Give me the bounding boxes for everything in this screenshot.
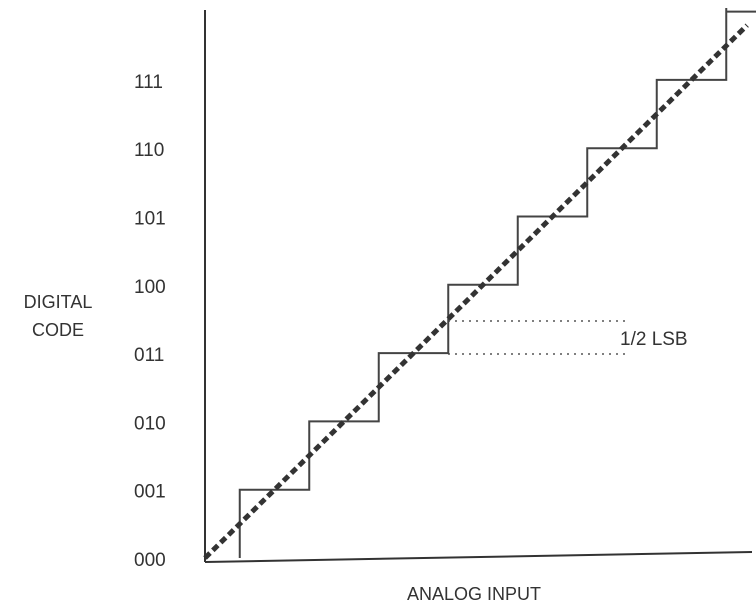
y-tick-label: 010 — [134, 413, 166, 434]
y-tick-label: 110 — [134, 140, 164, 161]
x-axis — [204, 551, 753, 563]
y-tick-label: 000 — [134, 550, 166, 571]
y-tick-label: 011 — [134, 345, 164, 366]
half-lsb-annotation: 1/2 LSB — [448, 320, 688, 355]
y-tick-label: 101 — [134, 209, 166, 230]
staircase-series — [238, 8, 756, 558]
y-tick-label: 100 — [134, 277, 166, 298]
y-tick-label: 111 — [134, 72, 163, 93]
y-tick-label: 001 — [134, 482, 166, 503]
y-axis-title-line-1: DIGITAL — [24, 292, 93, 312]
x-axis-title: ANALOG INPUT — [407, 584, 541, 603]
axes — [204, 10, 753, 563]
ideal-line-series — [203, 23, 749, 560]
ideal-dashed-line — [203, 23, 749, 560]
y-axis-title-line-2: CODE — [32, 320, 84, 340]
staircase-path — [238, 8, 756, 558]
y-tick-labels: 000 001 010 011 100 101 110 111 — [134, 72, 166, 571]
half-lsb-label: 1/2 LSB — [620, 329, 688, 350]
